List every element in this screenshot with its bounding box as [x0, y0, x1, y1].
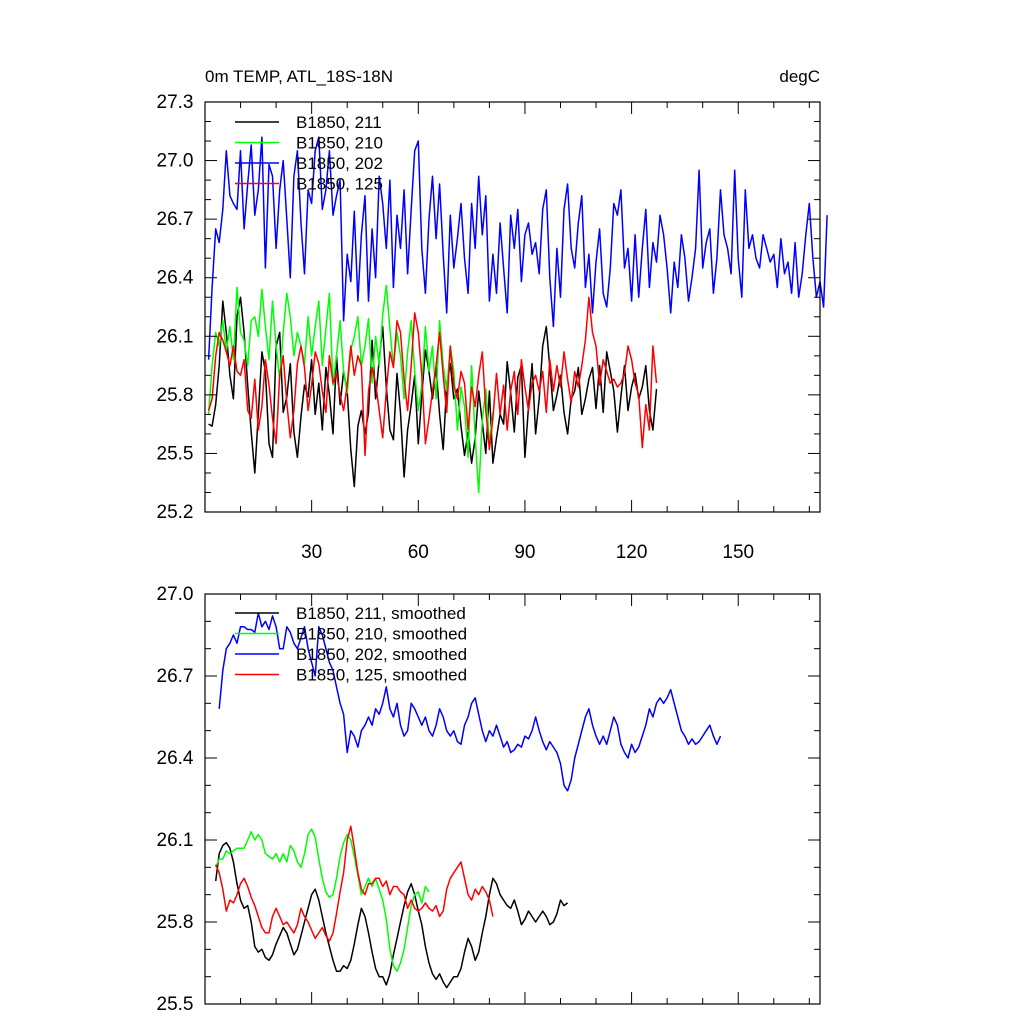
series-line-0 [208, 296, 658, 488]
units-label: degC [779, 67, 820, 86]
y-tick-label: 26.1 [157, 326, 194, 347]
series-layer [214, 612, 722, 989]
y-tick-label: 27.3 [157, 92, 194, 113]
legend-label-1: B1850, 210 [296, 134, 383, 153]
bottom-panel: 25.5 25.8 26.1 26.4 26.7 27.0 B1850, 211, smo… [157, 584, 821, 1015]
y-tick-label: 27.0 [157, 584, 194, 605]
x-tick-label: 30 [301, 542, 322, 563]
x-tick-label: 120 [616, 542, 648, 563]
plot-frame [204, 101, 821, 513]
x-tick-label: 150 [722, 542, 754, 563]
legend-label-2: B1850, 202 [296, 154, 383, 173]
series-line-2 [207, 136, 828, 360]
series-layer [207, 136, 828, 494]
tick-layer: 25.2 25.5 25.8 26.1 26.4 26.7 27.0 27.3 30 60 90 12… [157, 92, 820, 563]
series-line-1 [215, 828, 430, 972]
legend-label-3: B1850, 125, smoothed [296, 666, 467, 685]
legend-label-2: B1850, 202, smoothed [296, 645, 467, 664]
plot-frame [204, 593, 821, 1005]
series-line-3 [215, 825, 494, 942]
x-tick-label: 60 [408, 542, 429, 563]
y-tick-label: 25.8 [157, 912, 194, 933]
y-tick-label: 26.7 [157, 666, 194, 687]
y-tick-label: 26.7 [157, 209, 194, 230]
legend-label-0: B1850, 211, smoothed [296, 604, 466, 623]
y-tick-label: 25.8 [157, 385, 194, 406]
tick-layer: 25.5 25.8 26.1 26.4 26.7 27.0 [157, 584, 820, 1015]
x-tick-label: 90 [514, 542, 535, 563]
series-line-2 [218, 612, 722, 792]
series-line-3 [207, 296, 658, 457]
y-tick-label: 27.0 [157, 151, 194, 172]
y-tick-label: 26.4 [157, 268, 194, 289]
series-line-0 [214, 841, 569, 989]
top-panel: 0m TEMP, ATL_18S-18N degC 25.2 25.5 25.8 26… [157, 67, 828, 563]
y-tick-label: 26.1 [157, 830, 194, 851]
legend-label-3: B1850, 125 [296, 175, 383, 194]
y-tick-label: 26.4 [157, 748, 194, 769]
chart-title: 0m TEMP, ATL_18S-18N [205, 67, 393, 86]
y-tick-label: 25.5 [157, 994, 194, 1015]
legend-label-1: B1850, 210, smoothed [296, 625, 467, 644]
legend: B1850, 211, smoothed B1850, 210, smoothed… [235, 604, 467, 685]
y-tick-label: 25.5 [157, 443, 194, 464]
series-line-1 [207, 284, 494, 494]
legend-label-0: B1850, 211 [296, 113, 382, 132]
y-tick-label: 25.2 [157, 502, 194, 523]
